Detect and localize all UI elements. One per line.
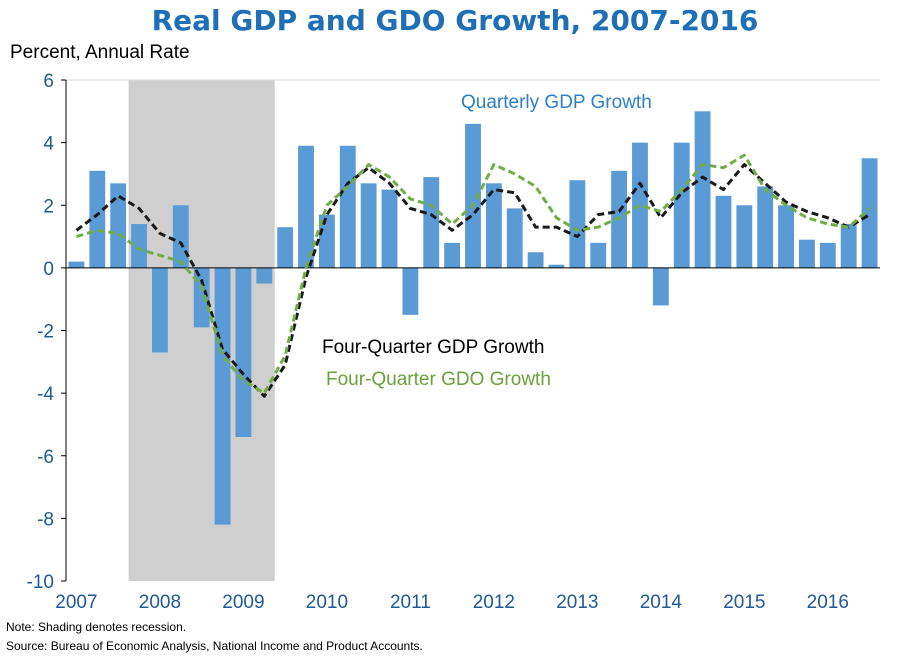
bar-q39 — [861, 158, 878, 268]
bar-q31 — [694, 111, 711, 268]
y-tick-label-m4: -4 — [37, 384, 54, 405]
line-four-quarter-gdo — [76, 153, 871, 395]
bar-q8 — [214, 267, 231, 525]
bar-q18 — [423, 177, 440, 268]
y-tick-label-0: 0 — [43, 259, 54, 280]
y-tick-label-m2: -2 — [37, 322, 54, 343]
bar-q33 — [736, 205, 753, 268]
bar-q26 — [590, 242, 607, 268]
x-tick-label-2016: 2016 — [807, 592, 849, 613]
annotation-four-quarter-gdp: Four-Quarter GDP Growth — [322, 337, 544, 358]
bar-q4 — [131, 224, 147, 268]
bar-q16 — [381, 189, 398, 268]
bar-q22 — [506, 208, 523, 268]
recession-shading — [128, 80, 275, 581]
recession-layer — [128, 80, 275, 581]
chart-title: Real GDP and GDO Growth, 2007-2016 — [152, 4, 759, 37]
line-four-quarter-gdp — [75, 163, 871, 398]
bar-q23 — [527, 252, 544, 268]
bar-q24 — [548, 264, 565, 268]
bar-q37 — [819, 242, 836, 268]
bar-q9 — [235, 267, 252, 437]
source-text: Source: Bureau of Economic Analysis, Nat… — [6, 639, 423, 653]
y-tick-label-m6: -6 — [37, 447, 54, 468]
bar-q20 — [465, 123, 481, 268]
bar-q21 — [485, 183, 502, 268]
bar-q38 — [840, 224, 857, 268]
bar-q5 — [151, 267, 168, 353]
lines-layer — [75, 153, 871, 398]
y-tick-label-2: 2 — [43, 196, 54, 217]
bar-q34 — [757, 186, 774, 268]
bar-q14 — [339, 145, 356, 268]
axes-layer — [61, 79, 880, 582]
note-text: Note: Shading denotes recession. — [6, 620, 186, 634]
x-tick-label-2010: 2010 — [306, 592, 348, 613]
y-tick-label-m10: -10 — [27, 572, 54, 593]
bar-q7 — [193, 267, 210, 328]
bar-q2 — [89, 170, 106, 268]
x-tick-label-2014: 2014 — [640, 592, 683, 613]
bar-q17 — [402, 267, 419, 315]
y-tick-label-4: 4 — [43, 134, 54, 155]
x-tick-label-2009: 2009 — [222, 592, 264, 613]
y-axis-label: Percent, Annual Rate — [10, 42, 190, 63]
bar-q13 — [318, 214, 335, 268]
y-tick-label-6: 6 — [43, 71, 54, 92]
x-tick-label-2011: 2011 — [390, 592, 431, 613]
bar-q15 — [360, 183, 377, 268]
annotation-quarterly-gdp: Quarterly GDP Growth — [461, 92, 652, 113]
bar-q30 — [673, 142, 690, 268]
bar-q11 — [277, 227, 294, 268]
bar-q28 — [632, 142, 648, 268]
annotation-four-quarter-gdo: Four-Quarter GDO Growth — [326, 369, 551, 390]
bar-q25 — [569, 180, 586, 268]
bar-q1 — [68, 261, 85, 268]
bars-layer — [68, 111, 878, 525]
y-tick-label-m8: -8 — [37, 509, 54, 530]
bar-q12 — [298, 145, 314, 268]
x-tick-label-2015: 2015 — [723, 592, 765, 613]
x-tick-label-2013: 2013 — [556, 592, 598, 613]
bar-q6 — [172, 205, 189, 268]
bar-q3 — [110, 183, 127, 268]
bar-q32 — [715, 195, 732, 268]
x-tick-label-2007: 2007 — [55, 592, 97, 613]
bar-q10 — [256, 267, 273, 284]
bar-q29 — [652, 267, 669, 306]
bar-q19 — [444, 242, 461, 268]
bar-q35 — [778, 205, 795, 268]
x-tick-label-2008: 2008 — [139, 592, 181, 613]
x-tick-label-2012: 2012 — [473, 592, 515, 613]
bar-q36 — [799, 239, 815, 268]
